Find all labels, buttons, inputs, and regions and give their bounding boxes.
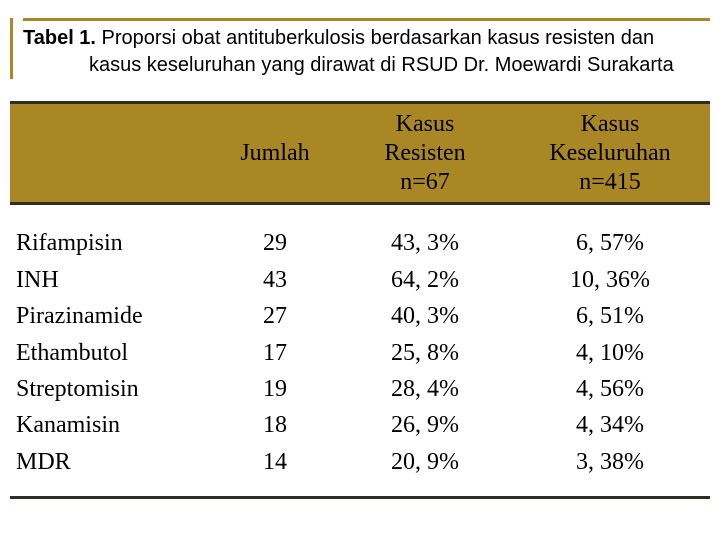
cell-drug: Streptomisin [10,371,210,407]
col-header-drug [10,103,210,204]
table-row: Rifampisin 29 43, 3% 6, 57% [10,225,710,261]
cell-total: 6, 57% [510,225,710,261]
cell-drug: INH [10,262,210,298]
table-header: Jumlah KasusResistenn=67 KasusKeseluruha… [10,103,710,204]
cell-total: 3, 38% [510,444,710,498]
table-row: Kanamisin 18 26, 9% 4, 34% [10,407,710,443]
table-row: Ethambutol 17 25, 8% 4, 10% [10,335,710,371]
cell-resist: 25, 8% [340,335,510,371]
caption-line1: Proporsi obat antituberkulosis berdasark… [96,27,654,49]
cell-resist: 26, 9% [340,407,510,443]
cell-jumlah: 18 [210,407,340,443]
caption-line2: kasus keseluruhan yang dirawat di RSUD D… [23,52,710,79]
cell-total: 4, 34% [510,407,710,443]
cell-total: 10, 36% [510,262,710,298]
table-row: Pirazinamide 27 40, 3% 6, 51% [10,298,710,334]
cell-drug: Kanamisin [10,407,210,443]
cell-drug: Pirazinamide [10,298,210,334]
cell-drug: Ethambutol [10,335,210,371]
title-top-rule [23,18,710,21]
data-table: Jumlah KasusResistenn=67 KasusKeseluruha… [10,101,710,499]
cell-resist: 43, 3% [340,225,510,261]
cell-resist: 20, 9% [340,444,510,498]
col-header-total: KasusKeseluruhann=415 [510,103,710,204]
table-row: INH 43 64, 2% 10, 36% [10,262,710,298]
col-header-jumlah: Jumlah [210,103,340,204]
table-body: Rifampisin 29 43, 3% 6, 57% INH 43 64, 2… [10,204,710,498]
table-row: Streptomisin 19 28, 4% 4, 56% [10,371,710,407]
cell-jumlah: 17 [210,335,340,371]
cell-resist: 40, 3% [340,298,510,334]
cell-jumlah: 29 [210,225,340,261]
slide: Tabel 1. Proporsi obat antituberkulosis … [0,0,720,540]
cell-total: 4, 10% [510,335,710,371]
table-spacer-row [10,204,710,226]
col-header-resist: KasusResistenn=67 [340,103,510,204]
cell-resist: 28, 4% [340,371,510,407]
caption-label: Tabel 1. [23,27,96,49]
cell-drug: Rifampisin [10,225,210,261]
cell-jumlah: 27 [210,298,340,334]
cell-total: 6, 51% [510,298,710,334]
table-header-row: Jumlah KasusResistenn=67 KasusKeseluruha… [10,103,710,204]
table-caption: Tabel 1. Proporsi obat antituberkulosis … [23,25,710,79]
cell-jumlah: 19 [210,371,340,407]
cell-drug: MDR [10,444,210,498]
title-block: Tabel 1. Proporsi obat antituberkulosis … [10,18,710,79]
cell-total: 4, 56% [510,371,710,407]
cell-resist: 64, 2% [340,262,510,298]
cell-jumlah: 43 [210,262,340,298]
cell-jumlah: 14 [210,444,340,498]
table-row: MDR 14 20, 9% 3, 38% [10,444,710,498]
